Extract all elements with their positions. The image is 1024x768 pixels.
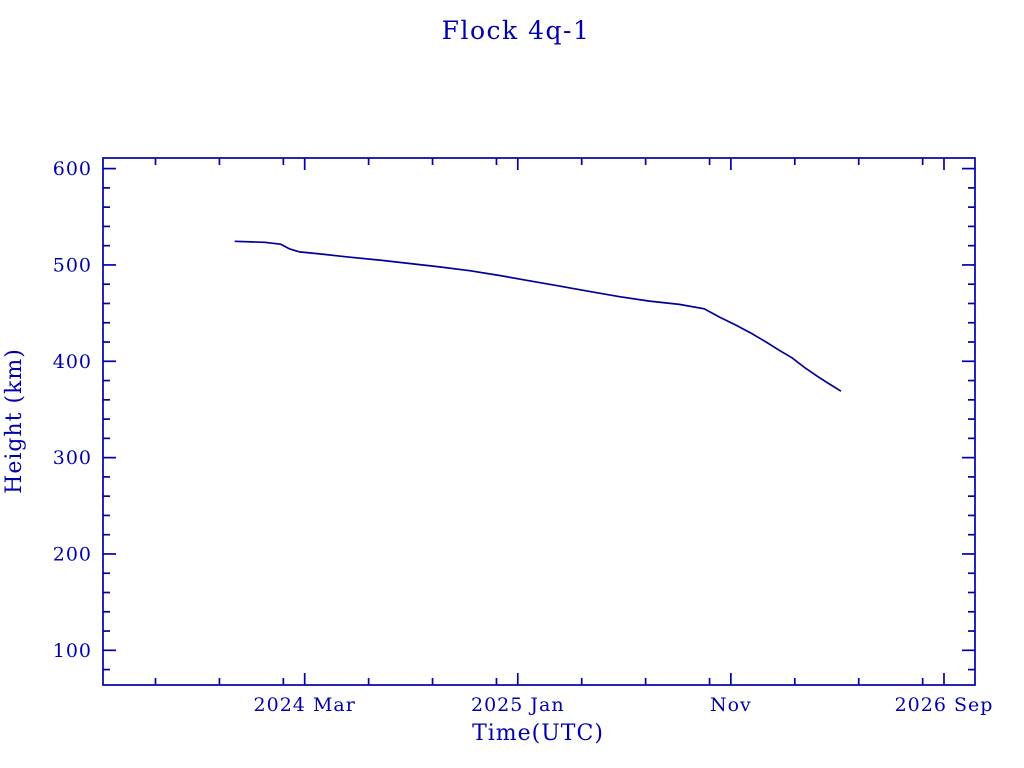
axis-ticks <box>103 158 975 685</box>
y-tick-label: 400 <box>53 351 92 373</box>
y-tick-label: 100 <box>53 640 92 662</box>
y-axis-label: Height (km) <box>2 348 27 494</box>
y-tick-label: 600 <box>53 158 92 180</box>
chart-title: Flock 4q-1 <box>442 16 591 45</box>
axis-tick-labels: 2024 Mar 2025 Jan Nov 2026 Sep 100 200 300 400 5… <box>53 158 994 716</box>
x-tick-label: 2025 Jan <box>471 694 565 716</box>
x-tick-label: 2024 Mar <box>254 694 356 716</box>
y-tick-label: 300 <box>53 447 92 469</box>
height-curve <box>234 240 842 392</box>
data-curve-group <box>234 240 842 392</box>
x-tick-label: Nov <box>710 694 752 716</box>
y-tick-label: 500 <box>53 254 92 276</box>
plot-frame <box>102 157 976 686</box>
x-axis-label: Time(UTC) <box>472 721 604 746</box>
y-tick-label: 200 <box>53 543 92 565</box>
x-tick-label: 2026 Sep <box>895 694 994 716</box>
